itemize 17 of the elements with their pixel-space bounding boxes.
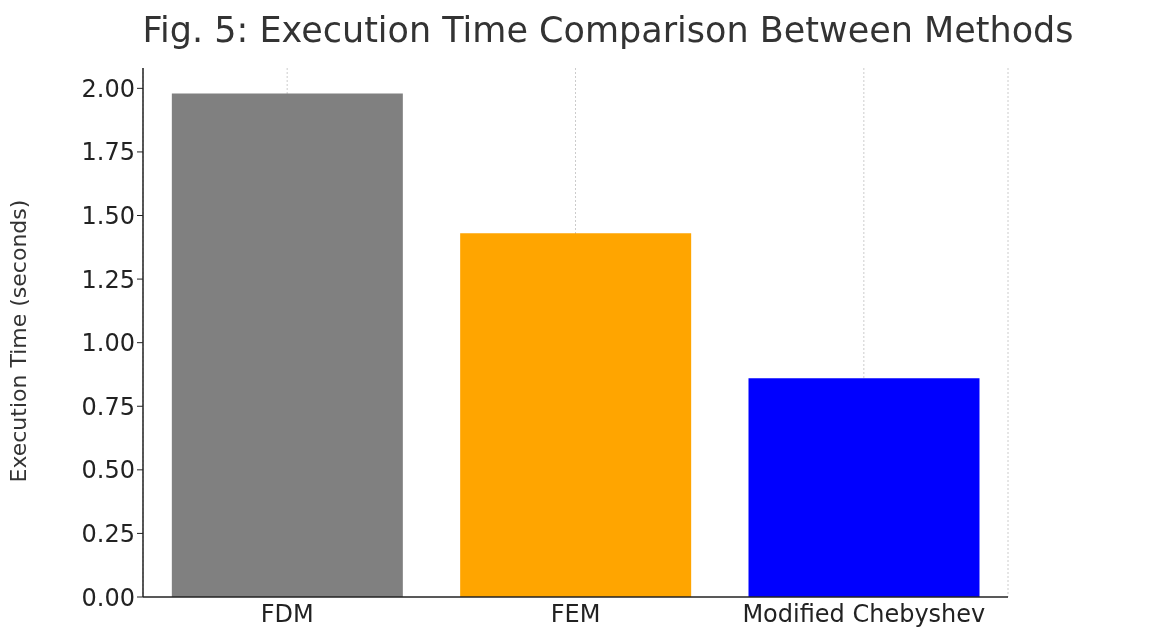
y-axis-title: Execution Time (seconds) [5, 199, 31, 483]
x-tick-label: FEM [550, 600, 601, 629]
x-tick-label: FDM [260, 600, 314, 629]
y-tick-label: 1.50 [81, 202, 135, 231]
y-tick-label: 1.25 [81, 265, 135, 294]
y-tick-label: 1.75 [81, 138, 135, 167]
x-tick-label: Modified Chebyshev [742, 600, 986, 629]
y-tick-label: 0.75 [81, 392, 135, 421]
bar [748, 378, 980, 597]
chart-title: Fig. 5: Execution Time Comparison Between Methods [141, 9, 1075, 52]
y-tick-label: 0.00 [81, 583, 135, 612]
y-tick-label: 0.25 [81, 519, 135, 548]
bar [460, 233, 692, 597]
y-tick-label: 1.00 [81, 329, 135, 358]
bar [171, 93, 403, 597]
y-tick-label: 0.50 [81, 456, 135, 485]
y-tick-label: 2.00 [81, 74, 135, 103]
